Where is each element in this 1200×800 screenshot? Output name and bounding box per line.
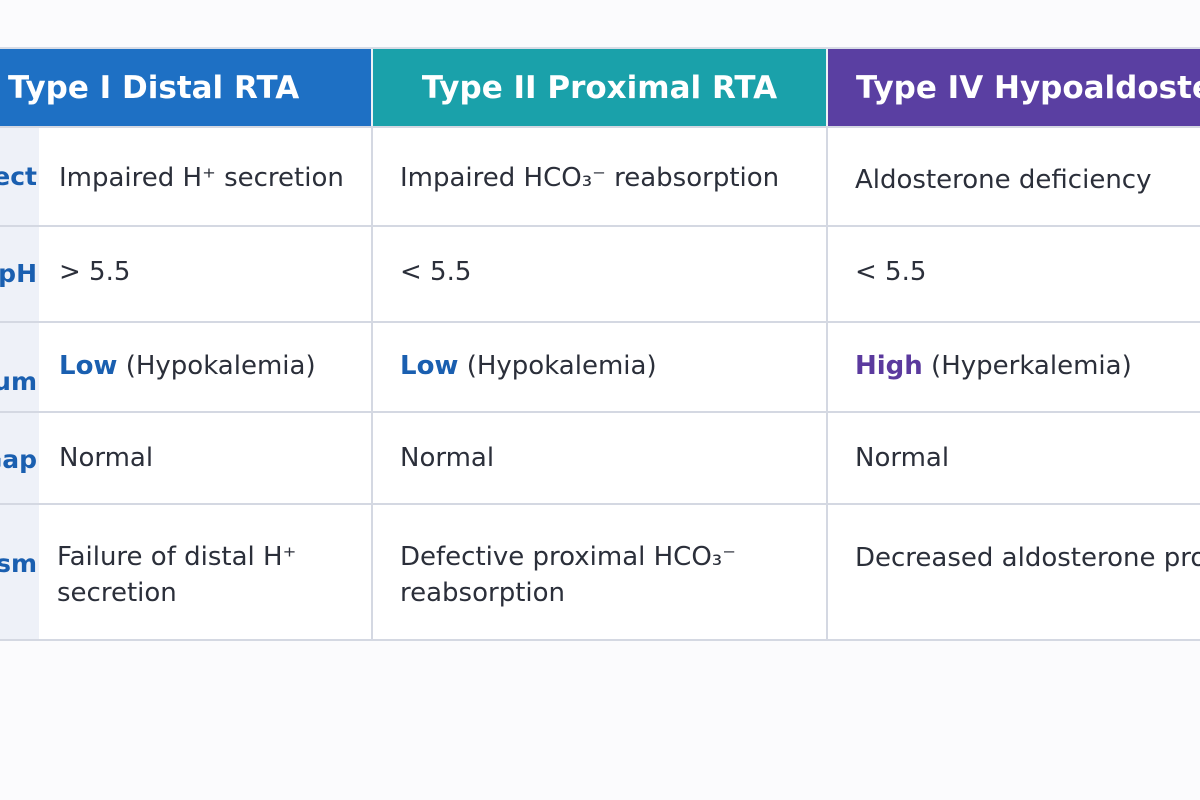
cell-text: Low (Hypokalemia): [400, 351, 657, 381]
table-row: Defect Impaired H⁺ secretion Impaired HC…: [0, 126, 1200, 225]
cell-line: secretion: [57, 578, 177, 608]
row-label: Defect: [0, 162, 37, 191]
cell-text: Normal: [59, 443, 154, 473]
cell-text: < 5.5: [400, 257, 472, 287]
potassium-desc: (Hypokalemia): [458, 351, 657, 381]
row-label-cell: Anion Gap: [0, 413, 39, 503]
cell-type1: > 5.5: [39, 227, 371, 321]
header-row: Type I Distal RTA Type II Proximal RTA T…: [0, 47, 1200, 128]
cell-type1: Normal: [39, 413, 371, 503]
row-label-cell: Mechanism: [0, 505, 39, 639]
row-label: Anion Gap: [0, 445, 37, 474]
cell-type1: Impaired H⁺ secretion: [39, 128, 371, 225]
cell-text: Low (Hypokalemia): [59, 351, 316, 381]
cell-text: Decreased aldosterone production: [855, 543, 1200, 573]
header-type4: Type IV Hypoaldosteronism: [826, 49, 1200, 128]
cell-type4: Normal: [826, 413, 1200, 503]
cell-text: High (Hyperkalemia): [855, 351, 1132, 381]
table-row: Urine pH > 5.5 < 5.5 < 5.5: [0, 225, 1200, 321]
cell-text: > 5.5: [59, 257, 131, 287]
potassium-desc: (Hypokalemia): [117, 351, 316, 381]
row-label-cell: Defect: [0, 128, 39, 225]
table-row: Anion Gap Normal Normal Normal: [0, 411, 1200, 503]
row-label: Urine pH: [0, 259, 37, 288]
header-type2: Type II Proximal RTA: [371, 49, 826, 128]
potassium-desc: (Hyperkalemia): [922, 351, 1132, 381]
cell-text: Failure of distal H⁺ secretion: [57, 539, 296, 611]
cell-text: Normal: [400, 443, 495, 473]
row-label-cell: Urine pH: [0, 227, 39, 321]
row-label: Serum Potassium: [0, 367, 37, 396]
row-label-cell: Serum Potassium: [0, 323, 39, 411]
cell-type4: High (Hyperkalemia): [826, 323, 1200, 411]
cell-line: Failure of distal H⁺: [57, 542, 297, 572]
cell-type4: Decreased aldosterone production: [826, 505, 1200, 639]
cell-type2: < 5.5: [371, 227, 826, 321]
cell-text: Defective proximal HCO₃⁻ reabsorption: [400, 539, 736, 611]
cell-type4: < 5.5: [826, 227, 1200, 321]
cell-type2: Normal: [371, 413, 826, 503]
cell-text: Impaired HCO₃⁻ reabsorption: [400, 163, 780, 193]
row-label: Mechanism: [0, 549, 37, 578]
cell-line: Defective proximal HCO₃⁻: [400, 542, 736, 572]
cell-type2: Low (Hypokalemia): [371, 323, 826, 411]
cell-text: Impaired H⁺ secretion: [59, 163, 344, 193]
cell-text: < 5.5: [855, 257, 927, 287]
cell-text: Aldosterone deficiency: [855, 165, 1152, 195]
table-row: Serum Potassium Low (Hypokalemia) Low (H…: [0, 321, 1200, 411]
table-row: Mechanism Failure of distal H⁺ secretion…: [0, 503, 1200, 641]
cell-type2: Impaired HCO₃⁻ reabsorption: [371, 128, 826, 225]
cell-type1: Low (Hypokalemia): [39, 323, 371, 411]
potassium-level: High: [855, 351, 923, 381]
cell-type2: Defective proximal HCO₃⁻ reabsorption: [371, 505, 826, 639]
cell-type1: Failure of distal H⁺ secretion: [39, 505, 371, 639]
cell-line: reabsorption: [400, 578, 566, 608]
cell-text: Normal: [855, 443, 950, 473]
header-type1: Type I Distal RTA: [0, 49, 371, 128]
potassium-level: Low: [400, 351, 459, 381]
cell-type4: Aldosterone deficiency: [826, 128, 1200, 225]
potassium-level: Low: [59, 351, 118, 381]
